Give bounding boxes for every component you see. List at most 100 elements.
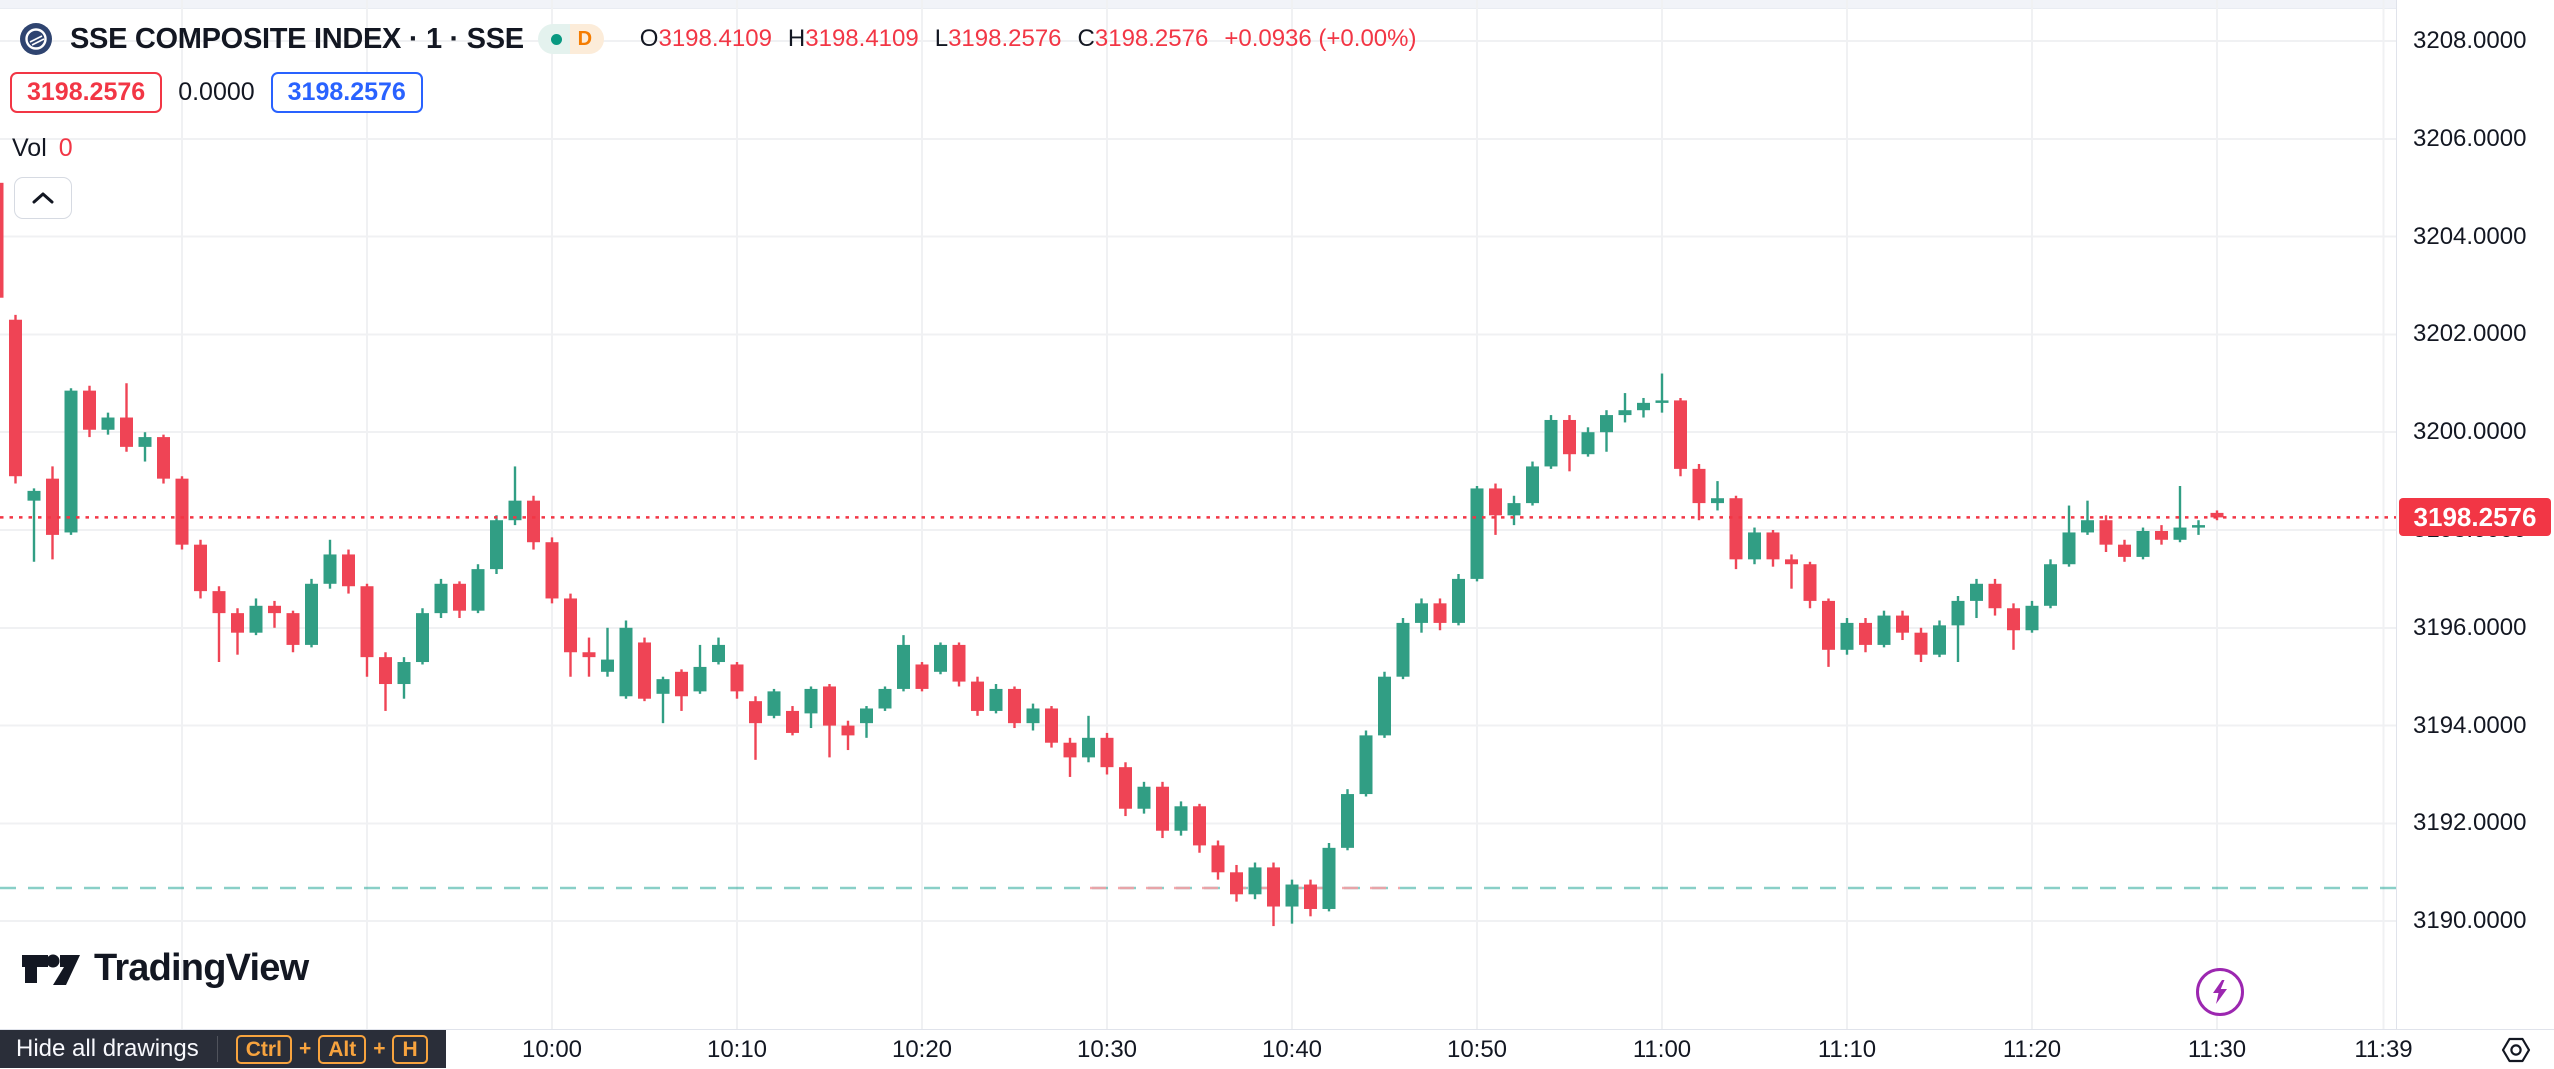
candle <box>638 637 651 702</box>
candle <box>249 598 263 636</box>
buy-price-button[interactable]: 3198.2576 <box>270 72 423 113</box>
candle <box>83 385 96 438</box>
candle <box>601 627 614 677</box>
candle <box>1100 732 1114 775</box>
time-axis-label: 10:10 <box>706 1036 768 1063</box>
candlestick-chart[interactable] <box>0 0 2396 1029</box>
low-value: 3198.2576 <box>948 25 1062 52</box>
candle <box>1248 862 1262 900</box>
candle <box>1526 461 1539 506</box>
time-axis-label: 11:10 <box>1817 1036 1877 1063</box>
candle <box>1322 842 1336 912</box>
tradingview-logo[interactable]: TradingView <box>20 946 309 990</box>
candle <box>1896 610 1909 641</box>
tooltip-label: Hide all drawings <box>16 1035 199 1062</box>
price-axis-label: 3206.0000 <box>2413 124 2527 152</box>
candle <box>2136 527 2150 560</box>
candle <box>1951 596 1965 663</box>
price-axis-label: 3190.0000 <box>2413 907 2527 935</box>
instant-trading-button[interactable] <box>2196 968 2244 1016</box>
candle <box>1748 527 1761 565</box>
candle <box>416 608 429 665</box>
tradingview-wordmark: TradingView <box>94 946 309 989</box>
candle <box>1156 781 1169 839</box>
candle <box>286 610 300 653</box>
candle <box>1137 781 1151 814</box>
candle <box>860 706 873 738</box>
candle <box>564 593 577 677</box>
candle <box>157 434 170 484</box>
candle <box>1470 485 1484 582</box>
candle <box>2099 515 2113 553</box>
spread-value: 0.0000 <box>178 78 255 106</box>
candle <box>2118 539 2131 562</box>
sell-price-button[interactable]: 3198.2576 <box>10 72 163 113</box>
candle <box>1988 578 2002 616</box>
candle <box>27 488 41 562</box>
market-status-pill[interactable]: D <box>537 24 604 54</box>
sse-exchange-logo-icon <box>20 23 52 55</box>
candle <box>1822 598 1835 667</box>
candle <box>1063 737 1077 777</box>
candle <box>101 412 115 435</box>
candle <box>1692 463 1706 521</box>
axis-settings-gear-icon[interactable] <box>2500 1034 2532 1066</box>
candle <box>2044 559 2057 609</box>
market-open-indicator <box>537 24 570 54</box>
candle <box>194 539 207 599</box>
time-axis-label: 11:30 <box>2187 1036 2247 1063</box>
candle <box>1766 530 1780 567</box>
volume-legend: Vol 0 <box>12 134 73 163</box>
time-axis-label: 11:39 <box>2354 1036 2413 1063</box>
candle <box>508 466 522 526</box>
interval-flag-badge[interactable]: D <box>569 24 604 54</box>
candle <box>934 642 947 675</box>
candle <box>749 696 762 760</box>
candle <box>434 578 448 619</box>
candle <box>1174 801 1188 836</box>
chart-canvas[interactable] <box>0 0 2396 1029</box>
open-label: O <box>639 25 659 52</box>
candle <box>1082 715 1095 763</box>
candle <box>1433 598 1447 631</box>
candle <box>1637 397 1650 418</box>
close-label: C <box>1077 25 1095 52</box>
hide-all-drawings-button[interactable]: Hide all drawings Ctrl + Alt + H <box>0 1030 446 1068</box>
candle <box>1674 397 1687 477</box>
candle <box>1655 373 1669 413</box>
candle <box>915 662 929 692</box>
trade-buttons: 3198.2576 0.0000 3198.2576 <box>10 72 423 113</box>
symbol-header: SSE COMPOSITE INDEX · 1 · SSE D O3198.41… <box>16 16 1416 62</box>
tradingview-mark-icon <box>22 954 80 985</box>
chevron-up-icon <box>32 192 54 204</box>
candle <box>786 706 799 736</box>
candle <box>693 644 707 694</box>
price-axis-label: 3196.0000 <box>2413 613 2527 641</box>
candle <box>1452 574 1465 626</box>
candle <box>841 720 855 751</box>
time-axis-label: 10:50 <box>1446 1036 1508 1063</box>
candle <box>1193 803 1206 853</box>
candle <box>64 388 78 535</box>
candle <box>804 686 818 729</box>
time-axis-label: 11:20 <box>2002 1036 2062 1063</box>
candle <box>1045 706 1058 748</box>
candle <box>712 637 725 665</box>
open-value: 3198.4109 <box>658 25 772 52</box>
price-axis[interactable]: 3198.2576 3208.0000 3206.0000 3204.0000 320… <box>2396 0 2554 1029</box>
candle <box>0 182 4 298</box>
candle <box>9 314 22 484</box>
lightning-bolt-icon <box>2213 980 2227 1004</box>
volume-label: Vol <box>12 134 47 162</box>
collapse-panel-button[interactable] <box>14 177 72 219</box>
candle <box>1970 578 1983 619</box>
price-axis-label: 3204.0000 <box>2413 222 2527 250</box>
ohlc-values: O3198.4109 H3198.4109 L3198.2576 C3198.2… <box>640 25 1417 53</box>
candle <box>1600 410 1613 452</box>
candle <box>527 495 540 550</box>
symbol-title[interactable]: SSE COMPOSITE INDEX · 1 · SSE <box>70 22 524 55</box>
key-h: H <box>392 1034 428 1064</box>
candle <box>619 620 633 699</box>
candle <box>823 684 836 758</box>
candle <box>46 466 59 560</box>
